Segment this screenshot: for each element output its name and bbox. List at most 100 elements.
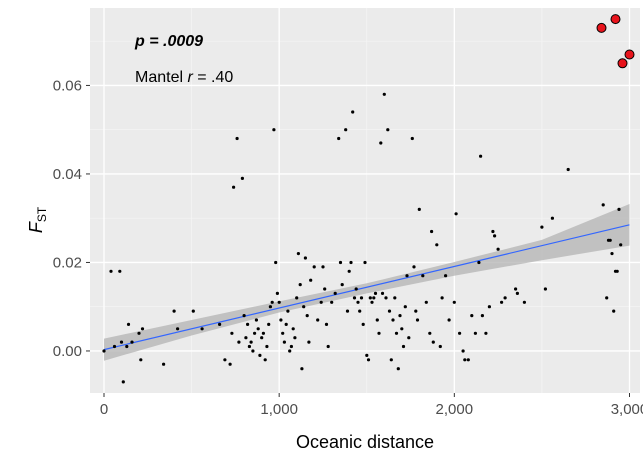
data-point <box>480 314 484 318</box>
data-point <box>356 300 360 304</box>
data-point <box>246 322 250 326</box>
svg-text:FST: FST <box>26 206 49 233</box>
data-point <box>454 212 458 216</box>
data-point <box>566 167 570 172</box>
data-point <box>421 274 425 278</box>
data-point <box>254 318 258 322</box>
data-point <box>458 331 462 335</box>
x-tick-label: 3,000 <box>611 401 643 418</box>
major-gridlines <box>90 8 640 393</box>
data-point <box>366 358 371 362</box>
data-point <box>247 344 251 349</box>
data-point <box>393 296 397 300</box>
data-point <box>274 260 278 265</box>
x-tick-label: 0 <box>100 401 108 418</box>
data-point <box>405 274 409 278</box>
data-point <box>479 154 483 158</box>
data-point <box>345 309 350 313</box>
data-point <box>251 349 255 353</box>
data-point <box>125 344 129 349</box>
data-point <box>351 110 355 114</box>
data-point <box>275 291 279 295</box>
y-tick-label: 0.04 <box>53 166 82 183</box>
data-point <box>102 349 106 353</box>
data-point <box>235 136 239 141</box>
data-point <box>230 331 234 335</box>
data-point <box>407 336 411 340</box>
data-point <box>296 252 300 256</box>
data-point <box>218 322 222 326</box>
data-point <box>403 305 407 309</box>
data-point <box>300 367 304 371</box>
data-point <box>543 287 548 291</box>
data-point <box>612 309 616 313</box>
data-point <box>417 207 421 211</box>
highlight-point <box>596 22 607 33</box>
data-point <box>401 344 406 349</box>
data-point <box>398 314 402 318</box>
data-point <box>382 92 386 96</box>
data-point <box>444 274 448 278</box>
data-point <box>263 358 267 362</box>
data-point <box>380 291 385 295</box>
data-point <box>377 331 381 335</box>
data-point <box>438 344 442 349</box>
data-point <box>368 296 372 300</box>
data-point <box>237 340 241 344</box>
data-point <box>389 358 393 362</box>
data-point <box>372 296 376 300</box>
data-point <box>333 291 337 295</box>
data-point <box>330 300 334 304</box>
data-point <box>491 229 495 234</box>
data-point <box>326 344 330 349</box>
data-point <box>391 318 395 322</box>
data-point <box>522 300 527 304</box>
data-point <box>615 269 619 273</box>
data-point <box>137 331 141 335</box>
data-point <box>617 207 621 211</box>
data-point <box>244 336 248 340</box>
data-point <box>319 300 323 304</box>
highlight-point <box>617 58 628 69</box>
data-point <box>324 322 329 326</box>
data-point <box>414 309 418 313</box>
data-point <box>139 358 143 362</box>
data-point <box>265 344 269 349</box>
data-point <box>375 318 379 322</box>
data-point <box>435 243 439 247</box>
data-point <box>302 305 306 309</box>
data-point <box>473 331 477 335</box>
y-tick-label: 0.00 <box>53 343 82 360</box>
data-point <box>365 353 369 357</box>
data-point <box>282 340 286 344</box>
data-point <box>496 247 500 251</box>
confidence-band <box>104 204 630 361</box>
data-point <box>242 314 246 318</box>
data-point <box>191 309 195 313</box>
y-axis-title: FST <box>26 206 49 233</box>
data-point <box>176 327 180 331</box>
data-point <box>121 380 125 384</box>
data-point <box>268 305 272 309</box>
regression-line <box>103 224 630 351</box>
mantel-prefix: Mantel <box>135 69 187 86</box>
data-point <box>223 358 227 362</box>
data-point <box>130 340 134 344</box>
data-point <box>608 238 612 242</box>
data-point <box>605 296 609 300</box>
x-axis-title: Oceanic distance <box>296 432 434 452</box>
data-point <box>323 287 327 291</box>
data-point <box>293 336 297 340</box>
data-point <box>379 141 383 145</box>
data-point <box>162 362 166 366</box>
data-point <box>289 344 293 349</box>
data-point <box>228 362 232 366</box>
data-point <box>286 309 290 313</box>
data-point <box>240 176 244 180</box>
data-point <box>386 128 390 132</box>
data-point <box>312 265 316 269</box>
data-point <box>500 300 504 304</box>
mantel-annotation: Mantel r = .40 <box>135 69 233 86</box>
data-point <box>338 260 343 265</box>
data-point <box>477 260 481 265</box>
